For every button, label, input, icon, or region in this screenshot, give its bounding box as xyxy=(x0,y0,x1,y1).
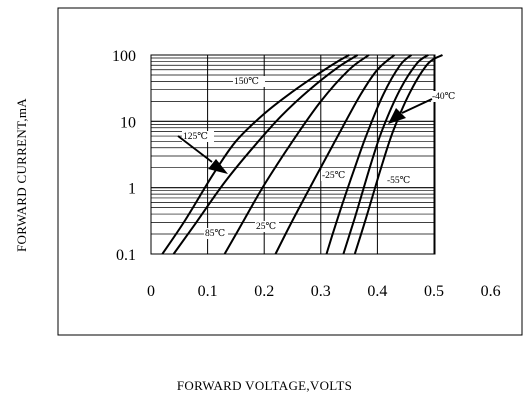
x-tick-label: 0.1 xyxy=(198,283,218,300)
annotation-arrowhead xyxy=(208,159,228,174)
annotation-leader-line xyxy=(177,135,213,163)
series-line-85c xyxy=(223,54,370,255)
y-axis-label-container: FORWARD CURRENT,mA xyxy=(2,0,42,340)
y-axis-label: FORWARD CURRENT,mA xyxy=(14,98,29,252)
curve-annotations: 150℃ 125℃ 85℃ 25℃ -25℃ -55℃ -40℃ xyxy=(177,76,462,239)
annotation-label: 25℃ xyxy=(256,222,277,232)
annotation-leader-line xyxy=(401,98,433,114)
y-tick-label: 10 xyxy=(120,114,136,131)
annotation-label: 85℃ xyxy=(205,229,226,239)
series-line-minus-55c xyxy=(353,54,444,255)
series-line-25c xyxy=(274,54,396,255)
annotation-background xyxy=(321,170,346,181)
annotation-background xyxy=(431,91,462,102)
annotation-label: -55℃ xyxy=(387,176,411,186)
plot-grid xyxy=(151,55,435,254)
annotation-arrowhead xyxy=(388,108,406,124)
series-line-minus-25c xyxy=(325,54,413,255)
annotation-background xyxy=(233,76,265,87)
x-tick-labels: 0 0.1 0.2 0.3 0.4 0.5 0.6 xyxy=(147,283,501,300)
annotation-background xyxy=(386,175,419,186)
x-tick-label: 0.6 xyxy=(481,283,501,300)
y-tick-label: 0.1 xyxy=(116,247,136,264)
series-line-125c xyxy=(172,54,359,255)
annotation-label: 125℃ xyxy=(183,132,208,142)
annotation-label: -40℃ xyxy=(432,92,456,102)
chart-series xyxy=(161,54,444,255)
series-line-minus-40c xyxy=(342,54,429,255)
series-line-150c xyxy=(161,54,350,255)
x-tick-label: 0.4 xyxy=(367,283,387,300)
x-axis-label: FORWARD VOLTAGE,VOLTS xyxy=(176,378,353,393)
x-tick-label: 0.3 xyxy=(311,283,331,300)
plot-area-border xyxy=(150,54,436,255)
y-tick-labels: 0.1 1 10 100 xyxy=(112,48,136,264)
y-tick-label: 1 xyxy=(128,181,136,198)
x-tick-label: 0.2 xyxy=(254,283,274,300)
chart-frame xyxy=(57,7,523,336)
annotation-background xyxy=(182,131,214,142)
annotation-label: 150℃ xyxy=(234,77,259,87)
y-tick-label: 100 xyxy=(112,48,136,65)
x-tick-label: 0.5 xyxy=(424,283,444,300)
annotation-background xyxy=(204,228,228,239)
annotation-background xyxy=(255,221,279,232)
x-tick-label: 0 xyxy=(147,283,155,300)
annotation-label: -25℃ xyxy=(322,171,346,181)
